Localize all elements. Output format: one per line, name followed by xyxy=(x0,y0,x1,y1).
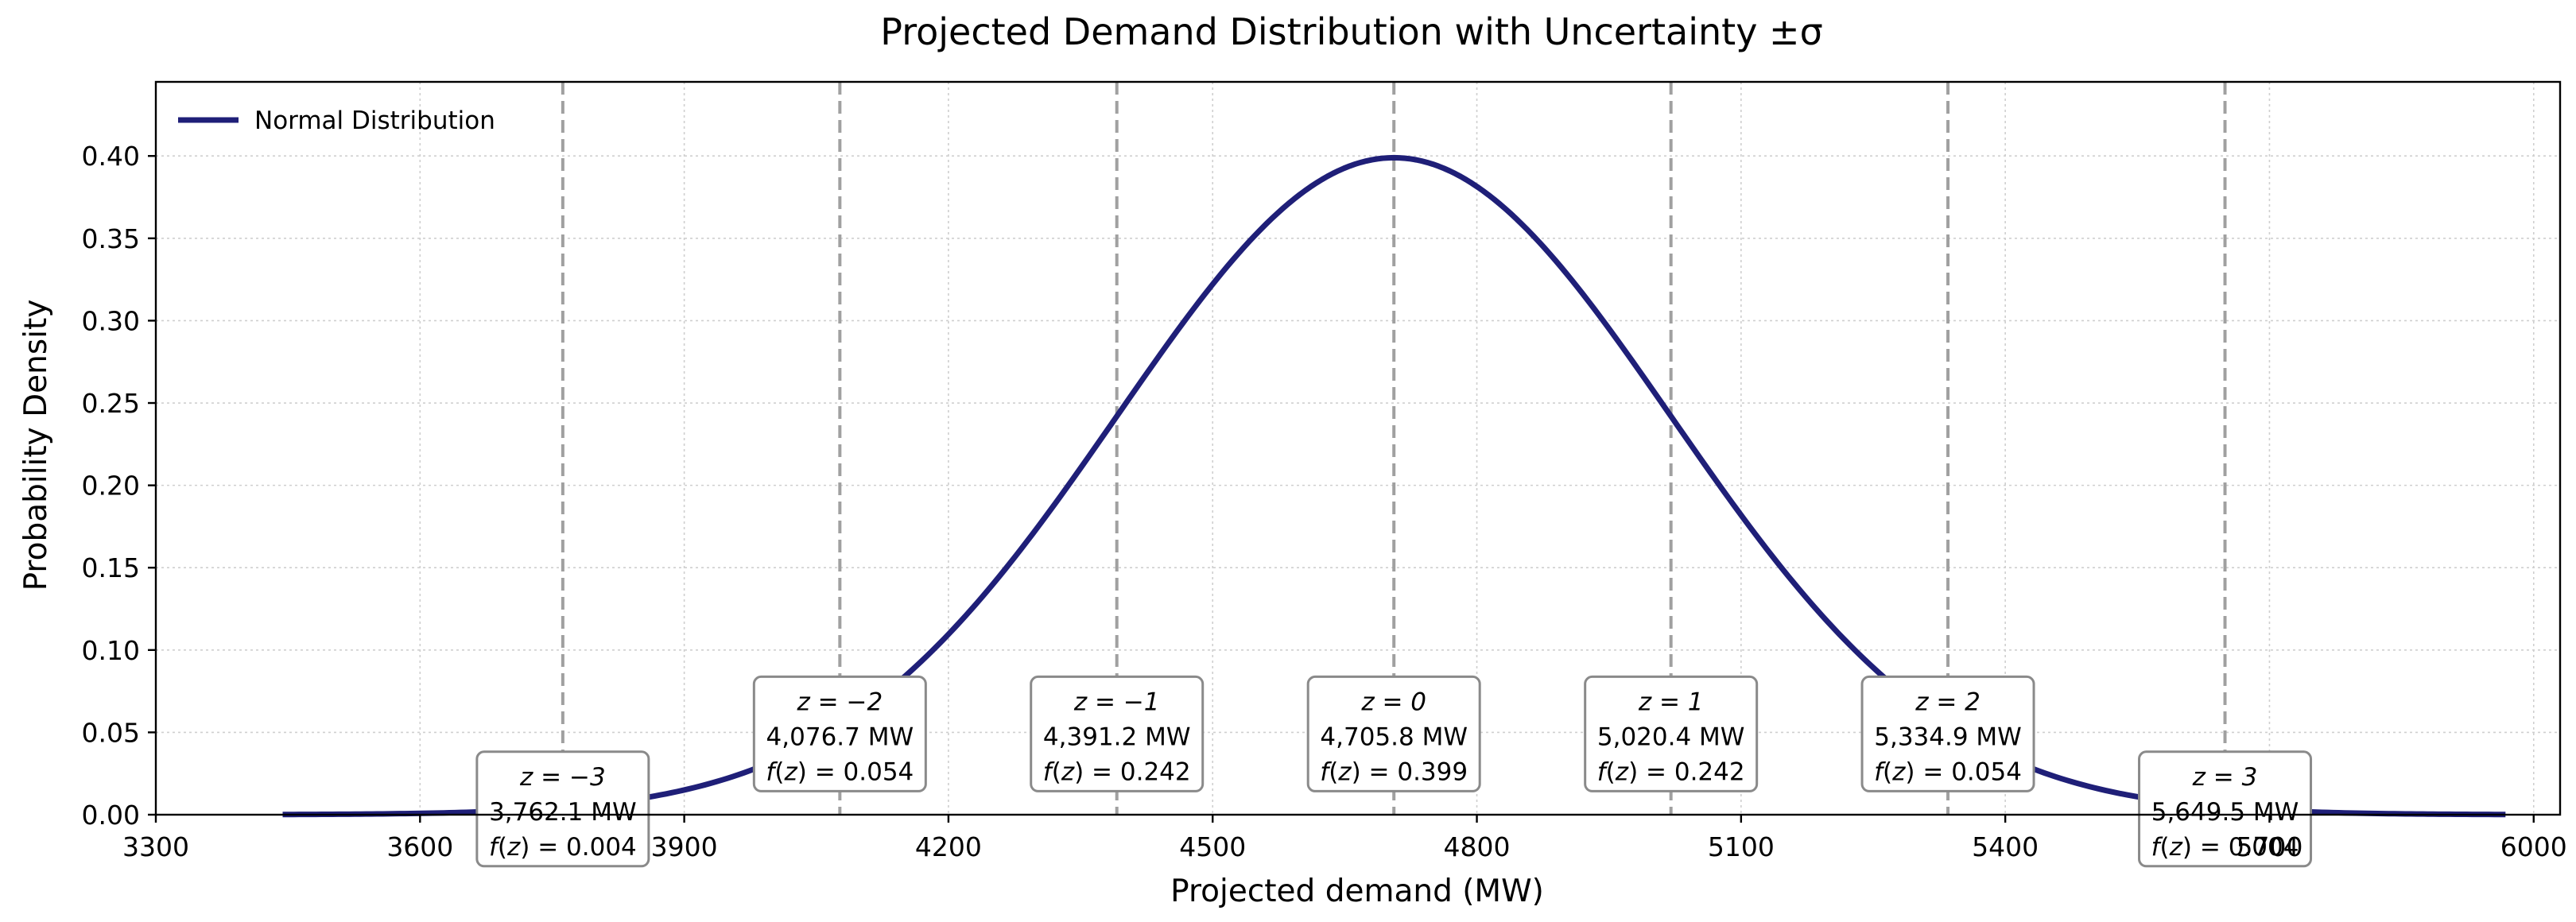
x-tick-label: 3900 xyxy=(651,831,718,862)
annotation-fz: f(z) = 0.242 xyxy=(1043,757,1191,786)
annotation-mw: 4,391.2 MW xyxy=(1043,722,1191,751)
annotation-frame xyxy=(475,750,650,868)
annotation-fz-value: = 0.004 xyxy=(537,833,637,862)
x-tick-label: 6000 xyxy=(2500,831,2567,862)
annotation-fz: f(z) = 0.004 xyxy=(2151,833,2299,862)
annotation-fz: f(z) = 0.054 xyxy=(766,757,914,786)
annotation-frame xyxy=(752,675,927,792)
y-tick-label: 0.20 xyxy=(82,471,140,502)
annotation-box: z = 1 5,020.4 MW f(z) = 0.242 xyxy=(1584,675,1759,792)
annotation-mw: 5,334.9 MW xyxy=(1874,722,2022,751)
annotation-frame xyxy=(1860,675,2035,792)
x-tick-label: 3600 xyxy=(386,831,453,862)
annotation-box: z = −1 4,391.2 MW f(z) = 0.242 xyxy=(1030,675,1205,792)
y-tick-label: 0.15 xyxy=(82,552,140,583)
annotation-fz: f(z) = 0.242 xyxy=(1597,757,1745,786)
x-tick-label: 3300 xyxy=(122,831,189,862)
y-tick-label: 0.10 xyxy=(82,635,140,666)
y-tick-label: 0.00 xyxy=(82,800,140,831)
y-axis-label: Probability Density xyxy=(18,300,54,591)
annotation-frame xyxy=(1030,675,1205,792)
y-axis-ticks: 0.00 0.05 0.10 0.15 0.20 0.25 0.30 0.35 0.40 xyxy=(82,141,156,831)
annotation-fz: f(z) = 0.399 xyxy=(1320,757,1468,786)
annotation-box: z = 3 5,649.5 MW f(z) = 0.004 xyxy=(2138,750,2313,868)
y-tick-label: 0.05 xyxy=(82,717,140,748)
annotation-fz-value: = 0.399 xyxy=(1369,757,1468,786)
annotation-fz-value: = 0.054 xyxy=(815,757,914,786)
annotation-mw: 5,649.5 MW xyxy=(2151,798,2299,827)
x-axis-ticks: 3300 3600 3900 4200 4500 4800 5100 5400 5700 6000 xyxy=(122,815,2567,862)
y-tick-label: 0.40 xyxy=(82,141,140,172)
x-tick-label: 5100 xyxy=(1708,831,1775,862)
annotation-z: z = 3 xyxy=(2192,763,2258,792)
annotation-fz-value: = 0.242 xyxy=(1646,757,1745,786)
x-tick-label: 5400 xyxy=(1972,831,2039,862)
annotation-fz-value: = 0.004 xyxy=(2200,833,2299,862)
annotation-z: z = −3 xyxy=(519,763,606,792)
annotation-mw: 5,020.4 MW xyxy=(1597,722,1745,751)
x-tick-label: 4800 xyxy=(1444,831,1511,862)
annotation-z: z = 0 xyxy=(1360,688,1426,716)
annotation-mw: 4,076.7 MW xyxy=(766,722,914,751)
annotation-box: z = 2 5,334.9 MW f(z) = 0.054 xyxy=(1860,675,2035,792)
annotation-z: z = 1 xyxy=(1638,688,1704,716)
annotation-z: z = −2 xyxy=(797,688,883,716)
annotation-frame xyxy=(1306,675,1481,792)
annotation-mw: 4,705.8 MW xyxy=(1320,722,1468,751)
annotation-fz-value: = 0.054 xyxy=(1922,757,2022,786)
annotation-frame xyxy=(2138,750,2313,868)
y-tick-label: 0.25 xyxy=(82,388,140,419)
plot-frame xyxy=(154,80,2562,816)
annotation-box: z = 0 4,705.8 MW f(z) = 0.399 xyxy=(1306,675,1481,792)
annotation-mw: 3,762.1 MW xyxy=(489,798,637,827)
y-tick-label: 0.30 xyxy=(82,305,140,336)
annotations: z = −3 3,762.1 MW f(z) = 0.004 z = −2 4,076.… xyxy=(475,675,2313,868)
annotation-z: z = −1 xyxy=(1073,688,1160,716)
normal-distribution-curve xyxy=(282,154,2506,818)
y-tick-label: 0.35 xyxy=(82,223,140,254)
annotation-fz: f(z) = 0.054 xyxy=(1874,757,2022,786)
chart-title: Projected Demand Distribution with Uncer… xyxy=(880,10,1822,53)
annotation-z: z = 2 xyxy=(1915,688,1980,716)
legend-label: Normal Distribution xyxy=(254,107,495,135)
annotation-fz: f(z) = 0.004 xyxy=(489,833,637,862)
x-axis-label: Projected demand (MW) xyxy=(1170,874,1544,909)
annotation-fz-value: = 0.242 xyxy=(1092,757,1191,786)
annotation-frame xyxy=(1584,675,1759,792)
x-tick-label: 4200 xyxy=(915,831,982,862)
x-tick-label: 4500 xyxy=(1179,831,1246,862)
annotation-box: z = −3 3,762.1 MW f(z) = 0.004 xyxy=(475,750,650,868)
x-tick-label: 5700 xyxy=(2236,831,2302,862)
legend: Normal Distribution xyxy=(178,107,495,135)
annotation-box: z = −2 4,076.7 MW f(z) = 0.054 xyxy=(752,675,927,792)
